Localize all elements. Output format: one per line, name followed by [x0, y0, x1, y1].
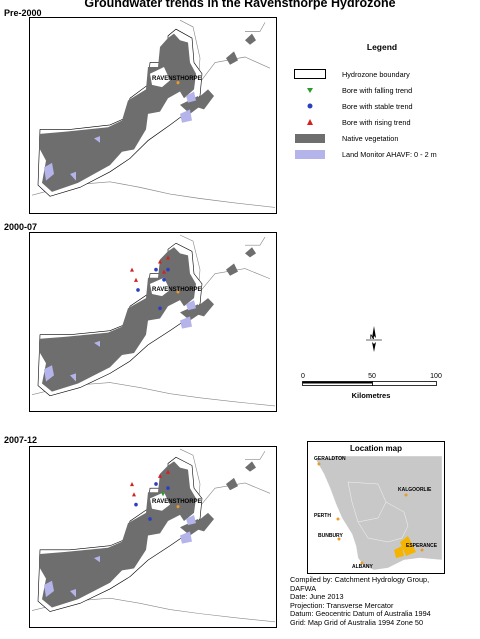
scale-tick: 50: [368, 373, 376, 380]
credit-line: Projection: Transverse Mercator: [290, 600, 394, 610]
map-credits: Compiled by: Catchment Hydrology Group, …: [290, 575, 431, 628]
stable-bore: [148, 517, 152, 521]
grey-fill-icon: [295, 133, 325, 143]
scale-bar-graphic: [302, 381, 437, 386]
location-map-graphic: [315, 455, 443, 571]
rising-bore: [134, 277, 138, 282]
scale-tick: 100: [430, 373, 442, 380]
map-panel-2000-07: RAVENSTHORPE: [29, 232, 277, 412]
town-label-bunbury: BUNBURY: [318, 533, 343, 539]
town-label-geraldton: GERALDTON: [314, 456, 346, 462]
credit-line: Date: June 2013: [290, 592, 344, 602]
rising-bore: [158, 259, 162, 264]
north-label: N: [370, 335, 375, 341]
credit-line: DAFWA: [290, 583, 317, 593]
town-marker: [176, 80, 180, 85]
legend: Legend Hydrozone boundary Bore with fall…: [292, 42, 472, 172]
town-label-albany: ALBANY: [352, 564, 373, 570]
stable-bore: [136, 288, 140, 292]
legend-item-native-vegetation: Native vegetation: [292, 133, 398, 143]
town-label-kalgoorlie: KALGOORLIE: [398, 487, 432, 493]
rising-bore: [162, 269, 166, 274]
map-panel-pre-2000: RAVENSTHORPE: [29, 17, 277, 214]
stable-bore: [166, 267, 170, 272]
stable-bore: [154, 267, 158, 272]
rising-bore: [166, 469, 170, 474]
town-label-esperance: ESPERANCE: [406, 543, 438, 549]
stable-bore: [166, 486, 170, 490]
credit-line: Grid: Map Grid of Australia 1994 Zone 50: [290, 617, 424, 627]
map-title: Groundwater trends in the Ravensthorpe H…: [84, 0, 396, 10]
location-map-title: Location map: [349, 444, 402, 453]
boundary-box-icon: [294, 69, 326, 79]
legend-item-falling: Bore with falling trend: [292, 85, 412, 95]
scale-unit: Kilometres: [351, 391, 391, 400]
credit-line: Datum: Geocentric Datum of Australia 199…: [290, 609, 431, 619]
place-label: RAVENSTHORPE: [152, 499, 202, 505]
legend-item-hydrozone-boundary: Hydrozone boundary: [292, 69, 410, 79]
location-map: Location map GERALDTON KALGOORLIE PERTH …: [307, 441, 445, 574]
legend-item-ahavf: Land Monitor AHAVF: 0 - 2 m: [292, 149, 437, 159]
rising-bore: [132, 492, 136, 497]
north-arrow: N: [364, 324, 384, 354]
stable-bore: [158, 306, 162, 311]
falling-triangle-icon: [307, 88, 313, 93]
stable-bore: [154, 482, 158, 486]
stable-bore: [134, 502, 138, 507]
scale-bar: 0 50 100 Kilometres: [301, 373, 442, 403]
stable-bore: [162, 277, 166, 282]
rising-bore: [130, 481, 134, 487]
panel-label-2000-07: 2000-07: [4, 222, 38, 232]
stable-dot-icon: [307, 103, 313, 109]
rising-triangle-icon: [307, 119, 313, 125]
credit-line: Compiled by: Catchment Hydrology Group,: [290, 575, 430, 584]
place-label: RAVENSTHORPE: [152, 287, 202, 293]
rising-bore: [130, 267, 134, 272]
legend-item-stable: Bore with stable trend: [292, 101, 413, 111]
lavender-fill-icon: [295, 149, 325, 159]
panel-label-pre-2000: Pre-2000: [4, 8, 42, 18]
map-panel-2007-12: RAVENSTHORPE: [29, 446, 277, 628]
rising-bore: [166, 255, 170, 260]
rising-bore: [158, 473, 162, 478]
panel-label-2007-12: 2007-12: [4, 435, 38, 445]
north-arrow-icon: [366, 326, 382, 352]
town-label-perth: PERTH: [314, 513, 331, 519]
falling-bore: [161, 492, 165, 497]
place-label: RAVENSTHORPE: [152, 76, 202, 82]
legend-item-rising: Bore with rising trend: [292, 117, 411, 127]
legend-title: Legend: [366, 42, 398, 52]
scale-tick: 0: [301, 373, 305, 380]
